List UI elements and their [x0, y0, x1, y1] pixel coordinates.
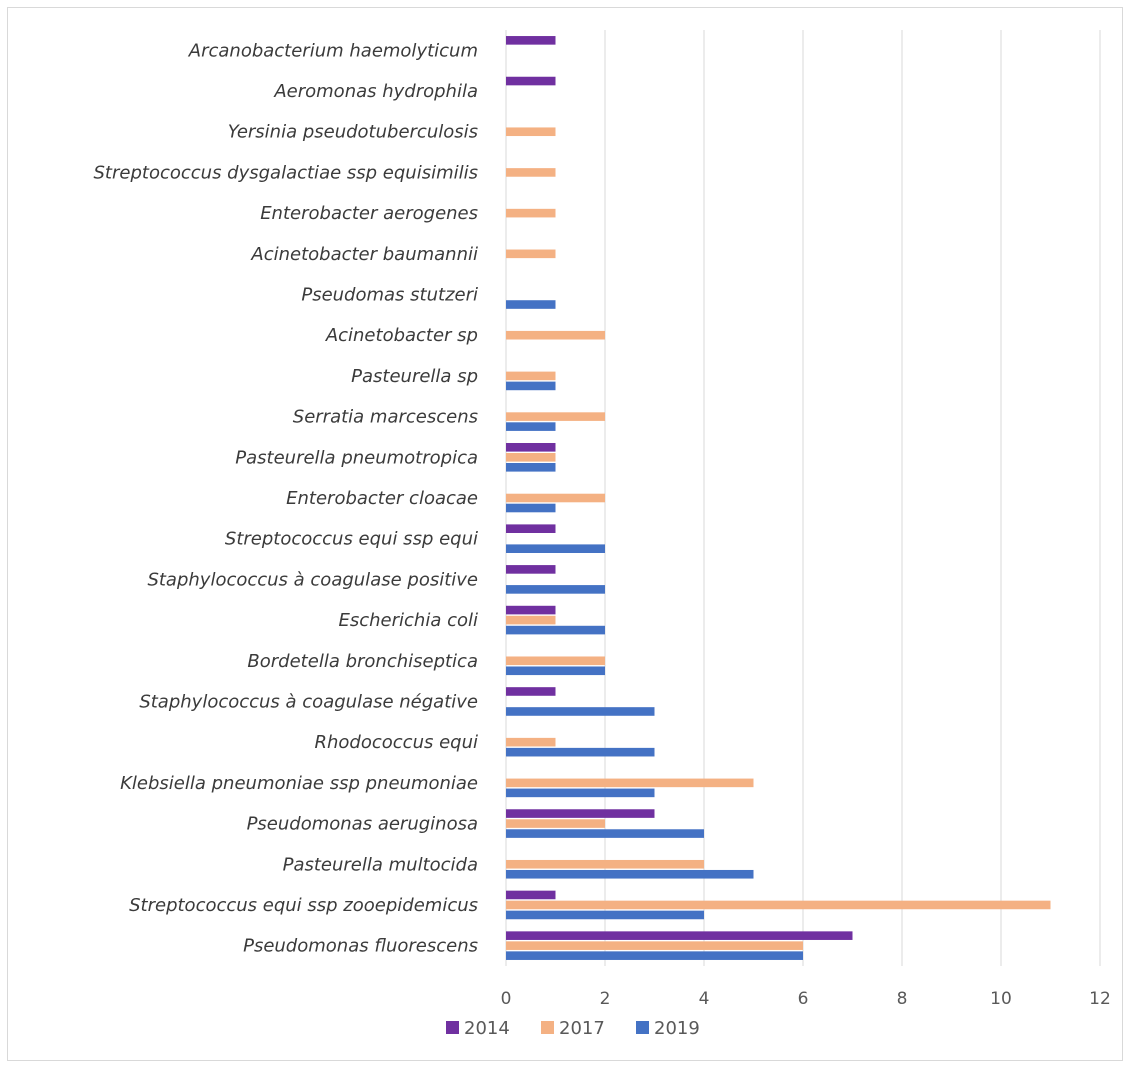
bar-2019 [506, 625, 605, 635]
gridlines [505, 30, 1101, 966]
category-label: Streptococcus equi ssp equi [225, 529, 478, 550]
category-label: Klebsiella pneumoniae ssp pneumoniae [120, 773, 478, 794]
bar-2019 [506, 463, 556, 472]
category-label: Streptococcus equi ssp zooepidemicus [129, 895, 478, 916]
bar-2017 [506, 371, 556, 381]
category-label: Acinetobacter sp [325, 325, 478, 346]
bar-2014 [506, 605, 556, 615]
bar-2019 [506, 666, 605, 676]
category-label: Rhodococcus equi [315, 732, 479, 753]
bar-2019 [506, 869, 754, 879]
bar-2017 [506, 412, 605, 421]
x-tick-label: 10 [990, 989, 1012, 1009]
category-label: Pasteurella pneumotropica [235, 447, 478, 468]
bar-2019 [506, 585, 605, 594]
x-tick-label: 12 [1089, 989, 1111, 1009]
bar-2017 [506, 453, 556, 462]
bar-2017 [506, 737, 556, 747]
category-label: Streptococcus dysgalactiae ssp equisimil… [94, 162, 479, 183]
bar-2017 [506, 168, 556, 177]
x-axis-ticks: 0 2 4 6 8 10 12 [501, 989, 1111, 1009]
bar-2014 [506, 687, 556, 696]
x-tick-label: 4 [699, 989, 710, 1009]
chart-area: Pseudomonas fluorescens Streptococcus equ… [7, 7, 1123, 1061]
category-label: Enterobacter aerogenes [260, 203, 478, 224]
category-label: Pasteurella sp [351, 366, 478, 387]
category-label: Pasteurella multocida [283, 854, 478, 875]
bar-2017 [506, 819, 605, 828]
category-label: Serratia marcescens [293, 407, 478, 428]
bar-2019 [506, 300, 556, 309]
bar-2014 [506, 524, 556, 533]
bar-2014 [506, 76, 556, 86]
bar-2019 [506, 381, 556, 391]
bar-2014 [506, 36, 556, 45]
category-label: Pseudomonas aeruginosa [247, 814, 478, 835]
legend-label: 2017 [559, 1018, 605, 1039]
bar-2014 [506, 931, 853, 940]
bar-2019 [506, 503, 556, 513]
legend: 2014 2017 2019 [446, 1018, 700, 1039]
category-label: Staphylococcus à coagulase négative [139, 691, 478, 712]
bar-2014 [506, 443, 556, 452]
legend-label: 2014 [464, 1018, 510, 1039]
category-label: Arcanobacterium haemolyticum [188, 40, 478, 61]
category-label: Pseudomas stutzeri [301, 285, 478, 306]
bar-2017 [506, 330, 605, 340]
category-label: Yersinia pseudotuberculosis [228, 122, 478, 143]
bar-2019 [506, 910, 704, 920]
legend-swatch-2019 [636, 1021, 649, 1034]
bar-2019 [506, 951, 803, 960]
category-labels: Pseudomonas fluorescens Streptococcus equ… [94, 40, 479, 956]
bar-2019 [506, 544, 605, 553]
bar-2019 [506, 707, 655, 716]
x-tick-label: 2 [600, 989, 611, 1009]
bar-2019 [506, 747, 655, 757]
bar-2014 [506, 890, 556, 900]
bar-2017 [506, 249, 556, 259]
bar-2017 [506, 208, 556, 218]
category-label: Aeromonas hydrophila [273, 81, 478, 102]
category-label: Enterobacter cloacae [286, 488, 478, 509]
category-label: Pseudomonas fluorescens [243, 936, 478, 957]
x-tick-label: 0 [501, 989, 512, 1009]
bar-2014 [506, 809, 655, 818]
x-tick-label: 6 [798, 989, 809, 1009]
bar-2017 [506, 900, 1051, 910]
bar-2017 [506, 859, 704, 869]
bar-2019 [506, 829, 704, 838]
bar-chart: Pseudomonas fluorescens Streptococcus equ… [94, 30, 1111, 1039]
bar-2017 [506, 127, 556, 137]
legend-label: 2019 [654, 1018, 700, 1039]
legend-swatch-2017 [541, 1021, 554, 1034]
bar-2017 [506, 778, 754, 788]
bar-2017 [506, 656, 605, 666]
legend-swatch-2014 [446, 1021, 459, 1034]
category-label: Acinetobacter baumannii [250, 244, 478, 265]
bar-2017 [506, 615, 556, 625]
x-tick-label: 8 [897, 989, 908, 1009]
bars [506, 36, 1051, 960]
category-label: Escherichia coli [339, 610, 479, 631]
bar-2017 [506, 941, 803, 950]
bar-2019 [506, 422, 556, 431]
category-label: Bordetella bronchiseptica [247, 651, 478, 672]
category-label: Staphylococcus à coagulase positive [147, 569, 478, 590]
bar-2017 [506, 493, 605, 503]
bar-2014 [506, 565, 556, 574]
bar-2019 [506, 788, 655, 798]
